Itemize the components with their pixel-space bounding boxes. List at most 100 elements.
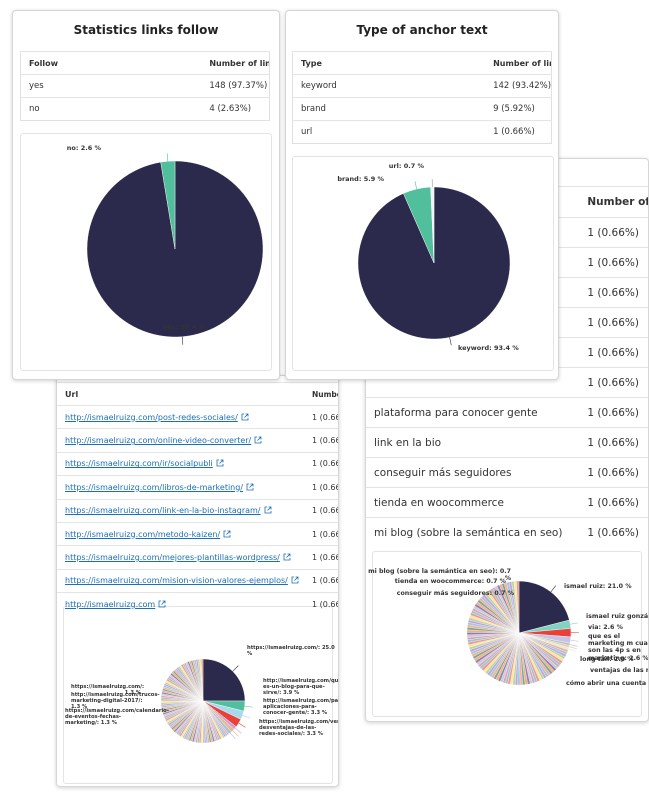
pie-label: https://ismaelruizg.com/: 1.3 % <box>71 684 145 696</box>
table-row: plataforma para conocer gente 1 (0.66%) <box>366 397 648 428</box>
column-header: Number of links <box>485 51 552 75</box>
icon-shape <box>216 460 224 467</box>
table-cell: 1 (0.66%) <box>485 120 552 144</box>
leader-line <box>550 585 557 593</box>
table-cell: 4 (2.63%) <box>201 97 270 121</box>
table-cell: http://ismaelruizg.com/online-video-conv… <box>57 428 304 453</box>
table-cell: 1 (0.66%) <box>579 247 648 278</box>
url-link[interactable]: https://ismaelruizg.com/link-en-la-bio-i… <box>65 506 261 516</box>
leader-line <box>166 153 169 162</box>
table-row: tienda en woocommerce 1 (0.66%) <box>366 487 648 518</box>
url-link[interactable]: https://ismaelruizg.com/mejores-plantill… <box>65 553 280 563</box>
table-cell: 1 (0.66%) <box>579 277 648 308</box>
table-row: http://ismaelruizg.com/online-video-conv… <box>57 428 338 453</box>
url-link[interactable]: http://ismaelruizg.com/online-video-conv… <box>65 436 252 446</box>
url-link[interactable]: https://ismaelruizg.com/mision-vision-va… <box>65 576 288 586</box>
pie-label: via: 2.6 % <box>588 624 623 631</box>
card-title: Statistics links follow <box>73 23 219 37</box>
table-cell: mi blog (sobre la semántica en seo) <box>366 517 580 547</box>
pie-label: ventajas de las redes socia <box>590 667 649 674</box>
table-cell: 1 (0.66%) <box>579 457 648 488</box>
icon-shape <box>223 530 231 538</box>
pie-filler <box>516 580 520 634</box>
pie-label: que es el marketing m cuales son las 4p … <box>588 633 649 662</box>
column-header: Number of links <box>201 51 270 75</box>
pie-label: https://ismaelruizg.com/calendario-de-ev… <box>65 708 169 726</box>
external-link-icon <box>241 413 249 421</box>
pie-label: https://ismaelruizg.com/: 25.0 % <box>247 645 335 657</box>
table-cell: 1 (0.66%) <box>579 487 648 518</box>
table-cell: https://ismaelruizg.com/libros-de-market… <box>57 475 304 500</box>
table-row: http://ismaelruizg.com/metodo-kaizen/1 (… <box>57 521 338 546</box>
url-link[interactable]: https://ismaelruizg.com/libros-de-market… <box>65 482 244 492</box>
table-row: url 1 (0.66%) <box>292 120 552 144</box>
table-cell: 148 (97.37%) <box>201 74 270 98</box>
external-link-icon <box>264 506 271 514</box>
url-link[interactable]: http://ismaelruizg.com/metodo-kaizen/ <box>65 529 221 539</box>
card-title: Type of anchor text <box>356 23 488 37</box>
table-row: http://ismaelruizg.com 1 (0.66%) <box>57 592 338 616</box>
table-cell: 1 (0.66%) <box>304 521 338 546</box>
external-link-icon <box>158 600 166 608</box>
follow-card: Statistics links follow Follow Number of … <box>12 10 280 380</box>
pie-chart <box>160 658 253 744</box>
pie-slice <box>202 658 246 702</box>
leader-line <box>414 181 418 190</box>
url-link[interactable]: http://ismaelruizg.com <box>65 599 156 609</box>
table-cell: no <box>20 97 202 121</box>
leader-line <box>570 622 579 625</box>
leader-line <box>230 732 236 740</box>
table-cell: 142 (93.42%) <box>485 74 552 98</box>
external-link-icon <box>291 577 299 584</box>
pie-label: url: 0.7 % <box>388 162 424 170</box>
table-cell: 1 (0.66%) <box>579 517 648 547</box>
leader-line <box>570 639 579 642</box>
pie-label: http://ismaelruizg.com/que-es-un-blog-pa… <box>263 678 339 696</box>
table-cell: 1 (0.66%) <box>304 498 338 523</box>
pie-label: brand: 5.9 % <box>337 175 384 183</box>
external-link-icon <box>223 530 231 538</box>
column-header: Number of links <box>304 382 338 406</box>
pie-chart <box>466 580 580 686</box>
pie-slice <box>160 160 176 250</box>
table-row: conseguir más seguidores 1 (0.66%) <box>366 457 648 488</box>
column-header: Url <box>57 382 304 406</box>
column-header: Follow <box>20 51 202 75</box>
table-row: link en la bio 1 (0.66%) <box>366 427 648 458</box>
table-cell: 1 (0.66%) <box>579 427 648 458</box>
external-link-icon <box>254 436 262 444</box>
table-cell: http://ismaelruizg.com/metodo-kaizen/ <box>57 521 304 546</box>
pie-label: http://ismaelruizg.com/paginas-aplicacio… <box>263 698 339 716</box>
icon-shape <box>241 413 249 421</box>
table-cell: yes <box>20 74 202 98</box>
url-link[interactable]: https://ismaelruizg.com/ir/socialpubli <box>65 459 213 469</box>
pie-label: conseguir más seguidores: 0.7 % <box>396 590 514 597</box>
leader-line <box>449 337 452 346</box>
pie-label: ismael ruiz: 21.0 % <box>564 583 632 590</box>
table-cell: https://ismaelruizg.com/link-en-la-bio-i… <box>57 498 304 523</box>
table-row: https://ismaelruizg.com/mejores-plantill… <box>57 545 338 570</box>
leader-line <box>232 730 239 737</box>
table-cell: https://ismaelruizg.com/mejores-plantill… <box>57 545 304 570</box>
table-cell: 1 (0.66%) <box>304 475 338 500</box>
table-cell: 1 (0.66%) <box>579 397 648 428</box>
table-row: mi blog (sobre la semántica en seo) 1 (0.… <box>366 517 648 547</box>
external-link-icon <box>246 483 254 491</box>
leader-line <box>569 644 578 647</box>
table-cell: keyword <box>292 74 486 98</box>
column-header: Type <box>292 51 486 75</box>
pie-label: mi blog (sobre la semántica en seo): 0.7… <box>368 568 511 583</box>
pie-label: long tail: 2.0 % <box>580 656 634 663</box>
pie-label: cómo abrir una cuenta de twit <box>566 680 648 687</box>
table-cell: https://ismaelruizg.com/mision-vision-va… <box>57 568 304 593</box>
header-row: UrlNumber of links <box>57 382 338 406</box>
pie-chart <box>357 179 511 346</box>
icon-shape <box>158 600 166 608</box>
url-link[interactable]: http://ismaelruizg.com/post-redes-social… <box>65 412 238 422</box>
table-cell: https://ismaelruizg.com/ir/socialpubli <box>57 451 304 476</box>
table-cell: http://ismaelruizg.com <box>57 592 304 616</box>
pie-label: tienda en woocommerce: 0.7 % <box>394 578 506 585</box>
leader-line <box>232 665 239 672</box>
table-cell: 1 (0.66%) <box>579 307 648 338</box>
